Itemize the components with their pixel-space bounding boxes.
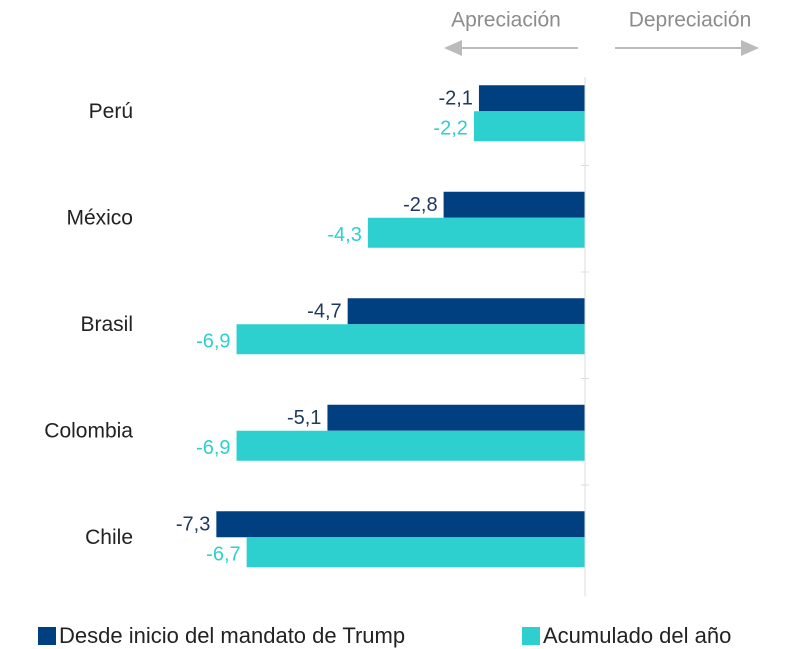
bar xyxy=(367,217,585,248)
legend-label: Desde inicio del mandato de Trump xyxy=(59,623,405,648)
bar xyxy=(327,404,585,431)
y-tick-label: Chile xyxy=(85,526,133,549)
value-label: -2,2 xyxy=(433,118,467,140)
legend-swatch xyxy=(522,627,540,645)
annotation-right: Depreciación xyxy=(629,9,752,32)
bar xyxy=(246,537,585,568)
value-label: -2,8 xyxy=(403,194,437,216)
y-tick-label: Perú xyxy=(89,100,133,123)
bar xyxy=(473,111,585,142)
value-label: -5,1 xyxy=(287,407,321,429)
bar xyxy=(236,324,586,355)
bar xyxy=(236,430,586,461)
y-tick-label: Brasil xyxy=(80,313,133,336)
legend-label: Acumulado del año xyxy=(543,623,731,648)
bar xyxy=(216,511,585,538)
value-label: -2,1 xyxy=(438,88,472,110)
value-label: -4,3 xyxy=(327,224,361,246)
value-label: -6,9 xyxy=(196,437,230,459)
value-label: -4,7 xyxy=(307,301,341,323)
bar xyxy=(443,191,585,218)
value-label: -7,3 xyxy=(176,514,210,536)
y-tick-label: Colombia xyxy=(44,419,133,442)
value-label: -6,9 xyxy=(196,331,230,353)
legend-swatch xyxy=(38,627,56,645)
y-tick-label: México xyxy=(66,206,133,229)
bar xyxy=(478,85,585,112)
bar xyxy=(347,298,585,325)
value-label: -6,7 xyxy=(206,544,240,566)
annotation-left: Apreciación xyxy=(451,9,561,32)
